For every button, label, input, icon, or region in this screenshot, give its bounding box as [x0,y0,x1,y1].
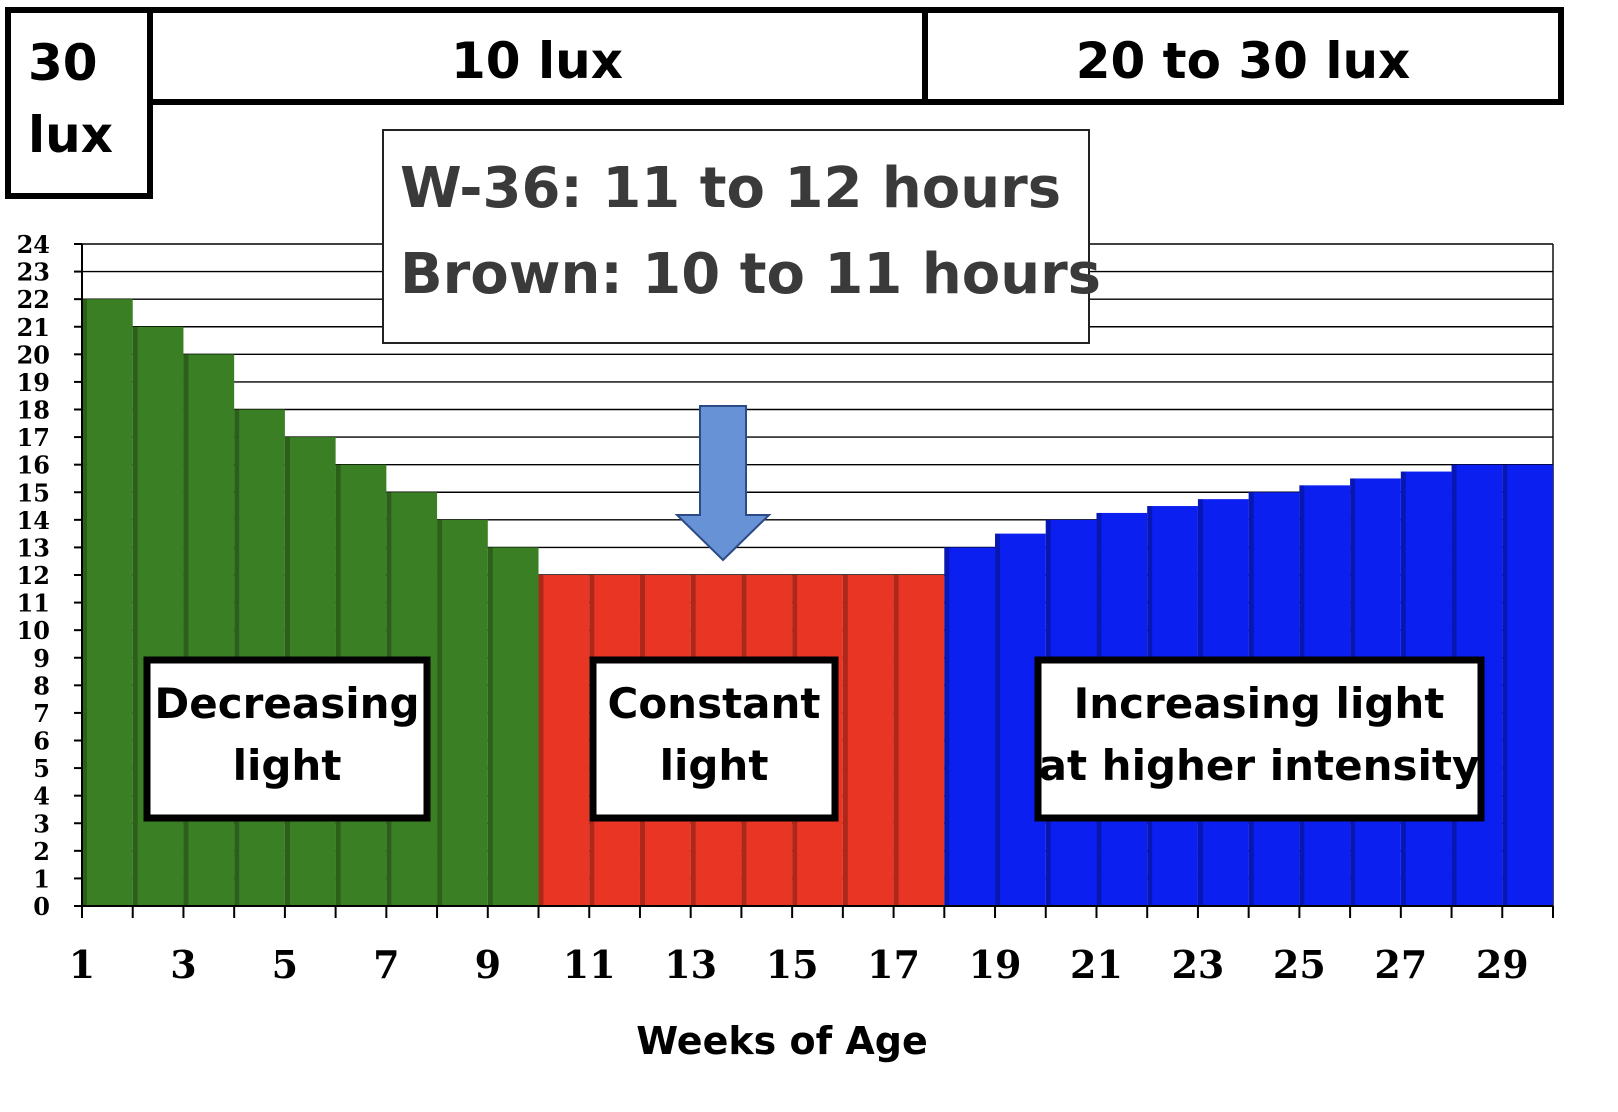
phase-increasing-line1: Increasing light [1074,679,1445,728]
phase-constant-line2: light [660,741,769,790]
x-tick-label: 7 [373,942,399,987]
y-tick-label: 19 [17,368,50,397]
y-tick-label: 21 [17,313,50,342]
y-tick-label: 4 [33,782,50,811]
bar-week-9 [487,547,539,906]
callout-line-2: Brown: 10 to 11 hours [400,242,1101,307]
y-tick-label: 18 [17,396,50,425]
bar-edge-week-2 [132,326,138,906]
y-tick-label: 8 [33,671,50,700]
x-tick-label: 1 [69,942,95,987]
bar-week-18 [944,547,996,906]
lux-10-label: 10 lux [451,32,623,90]
x-tick-label: 15 [766,942,819,987]
phase-box-constant [589,656,839,822]
phase-label-increasing: Increasing light at higher intensity [1034,656,1485,822]
bar-edge-week-9 [487,547,493,906]
bar-edge-week-29 [1502,464,1508,906]
x-tick-label: 5 [272,942,298,987]
bar-edge-week-19 [995,533,1001,906]
lux-box-20-30 [922,7,1564,105]
y-tick-label: 3 [33,809,50,838]
lux-header: 30 lux 10 lux 20 to 30 lux [5,7,1564,199]
bar-week-16 [842,575,894,906]
lux-30-line1: 30 [28,34,98,92]
y-tick-label: 17 [17,423,50,452]
x-tick-label: 25 [1273,942,1326,987]
x-tick-label: 9 [475,942,501,987]
y-tick-label: 16 [17,451,50,480]
phase-decreasing-line2: light [233,741,342,790]
lux-20-30-label: 20 to 30 lux [1076,32,1411,90]
y-tick-label: 7 [33,699,50,728]
bar-week-8 [437,519,488,906]
x-tick-label: 11 [563,942,616,987]
phase-box-increasing [1034,656,1485,822]
y-tick-label: 6 [33,727,50,756]
y-tick-label: 2 [33,837,50,866]
bar-week-10 [538,575,590,906]
bar-edge-week-18 [944,547,950,906]
x-tick-label: 21 [1070,942,1123,987]
x-tick-labels: 1 3 5 7 9 11 13 15 17 19 21 23 25 27 29 [69,942,1529,987]
y-tick-label: 14 [17,506,50,535]
bar-edge-week-3 [183,354,189,906]
x-tick-label: 29 [1476,942,1529,987]
y-tick-label: 15 [17,478,50,507]
bar-edge-week-16 [842,575,848,906]
lux-30-line2: lux [28,106,113,164]
x-tick-label: 17 [867,942,920,987]
y-tick-label: 22 [17,285,50,314]
phase-increasing-line2: at higher intensity [1039,741,1480,790]
phase-label-decreasing: Decreasing light [143,656,431,822]
y-tick-label: 24 [17,230,50,259]
photoperiod-callout: W-36: 11 to 12 hours Brown: 10 to 11 hou… [382,129,1101,344]
y-tick-label: 1 [33,864,50,893]
x-tick-label: 23 [1171,942,1224,987]
bar-edge-week-17 [893,575,899,906]
bar-week-1 [82,299,133,907]
y-tick-label: 20 [17,340,50,369]
x-tick-label: 27 [1374,942,1427,987]
bar-edge-week-1 [82,299,87,907]
y-tick-label: 11 [17,589,50,618]
y-tick-label: 5 [33,754,50,783]
axes [74,243,1554,918]
y-tick-label: 9 [33,644,50,673]
callout-box [382,129,1090,344]
bar-week-29 [1502,464,1553,906]
lux-box-30 [5,7,153,199]
phase-constant-line1: Constant [608,679,821,728]
bar-week-3 [183,354,235,906]
x-tick-label: 13 [664,942,717,987]
y-tick-label: 10 [17,616,50,645]
bar-edge-week-8 [437,519,443,906]
bar-edge-week-10 [538,575,544,906]
bar-week-17 [893,575,945,906]
phase-decreasing-line1: Decreasing [154,679,419,728]
down-arrow-icon [674,405,772,562]
x-axis-label: Weeks of Age [636,1019,927,1063]
y-tick-label: 12 [17,561,50,590]
phase-label-constant: Constant light [589,656,839,822]
x-tick-label: 3 [170,942,196,987]
x-tick-label: 19 [969,942,1022,987]
y-tick-label: 23 [17,258,50,287]
phase-box-decreasing [143,656,431,822]
callout-line-1: W-36: 11 to 12 hours [400,156,1061,221]
y-tick-label: 13 [17,533,50,562]
y-tick-label: 0 [33,892,50,921]
